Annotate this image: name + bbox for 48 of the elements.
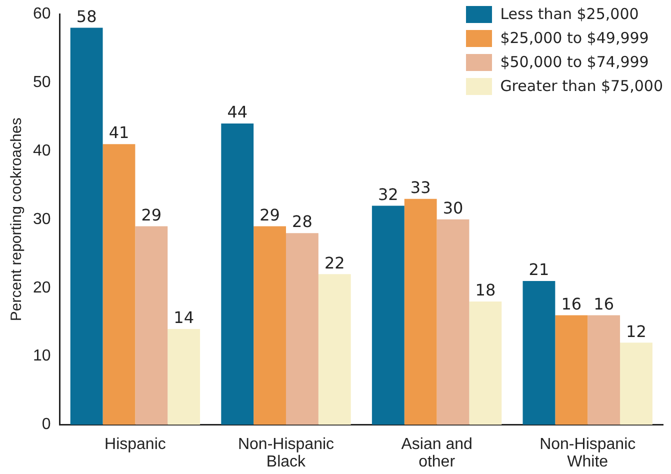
data-label: 29 <box>141 205 162 224</box>
bar <box>620 342 652 425</box>
bar <box>555 315 588 425</box>
bar <box>168 328 200 425</box>
data-label: 32 <box>378 184 398 204</box>
bar <box>372 206 404 425</box>
bar <box>318 274 351 425</box>
bar <box>404 198 437 425</box>
bar <box>469 302 502 425</box>
data-label: 41 <box>108 123 130 142</box>
data-label: 44 <box>227 102 248 122</box>
bar <box>254 226 286 425</box>
legend-label: Less than $25,000 <box>500 5 639 23</box>
legend-label: $25,000 to $49,999 <box>500 29 649 47</box>
y-axis-title: Percent reporting cockroaches <box>8 118 26 322</box>
y-tick-label: 0 <box>42 416 51 434</box>
x-tick-label: Asian and other <box>401 436 472 471</box>
data-label: 21 <box>528 260 550 280</box>
legend-label: Greater than $75,000 <box>500 77 663 95</box>
x-tick-label: Hispanic <box>104 436 166 454</box>
bar <box>135 226 168 425</box>
legend-label: $50,000 to $74,999 <box>500 53 649 71</box>
bar <box>70 28 103 425</box>
bar <box>221 124 254 425</box>
y-tick-label: 20 <box>33 279 51 296</box>
data-label: 18 <box>475 280 496 300</box>
data-label: 28 <box>292 212 312 232</box>
bar <box>286 233 318 425</box>
data-label: 58 <box>76 6 97 26</box>
y-tick-label: 50 <box>33 74 51 91</box>
y-tick-label: 60 <box>33 5 51 22</box>
data-label: 16 <box>561 294 582 314</box>
x-tick-label: Non-Hispanic Black <box>238 436 334 471</box>
data-label: 12 <box>626 322 646 341</box>
bar <box>522 281 556 425</box>
data-label: 14 <box>174 308 194 328</box>
data-label: 29 <box>260 205 280 224</box>
y-tick-label: 30 <box>33 210 51 228</box>
bar <box>588 315 620 425</box>
data-label: 33 <box>410 178 431 198</box>
data-label: 16 <box>594 294 614 314</box>
bar <box>436 219 470 425</box>
y-tick-label: 40 <box>33 142 51 160</box>
y-tick-label: 10 <box>33 348 51 365</box>
data-label: 22 <box>324 253 345 272</box>
bar <box>102 144 136 425</box>
data-label: 30 <box>442 198 464 218</box>
x-tick-label: Non-Hispanic White <box>540 436 636 471</box>
